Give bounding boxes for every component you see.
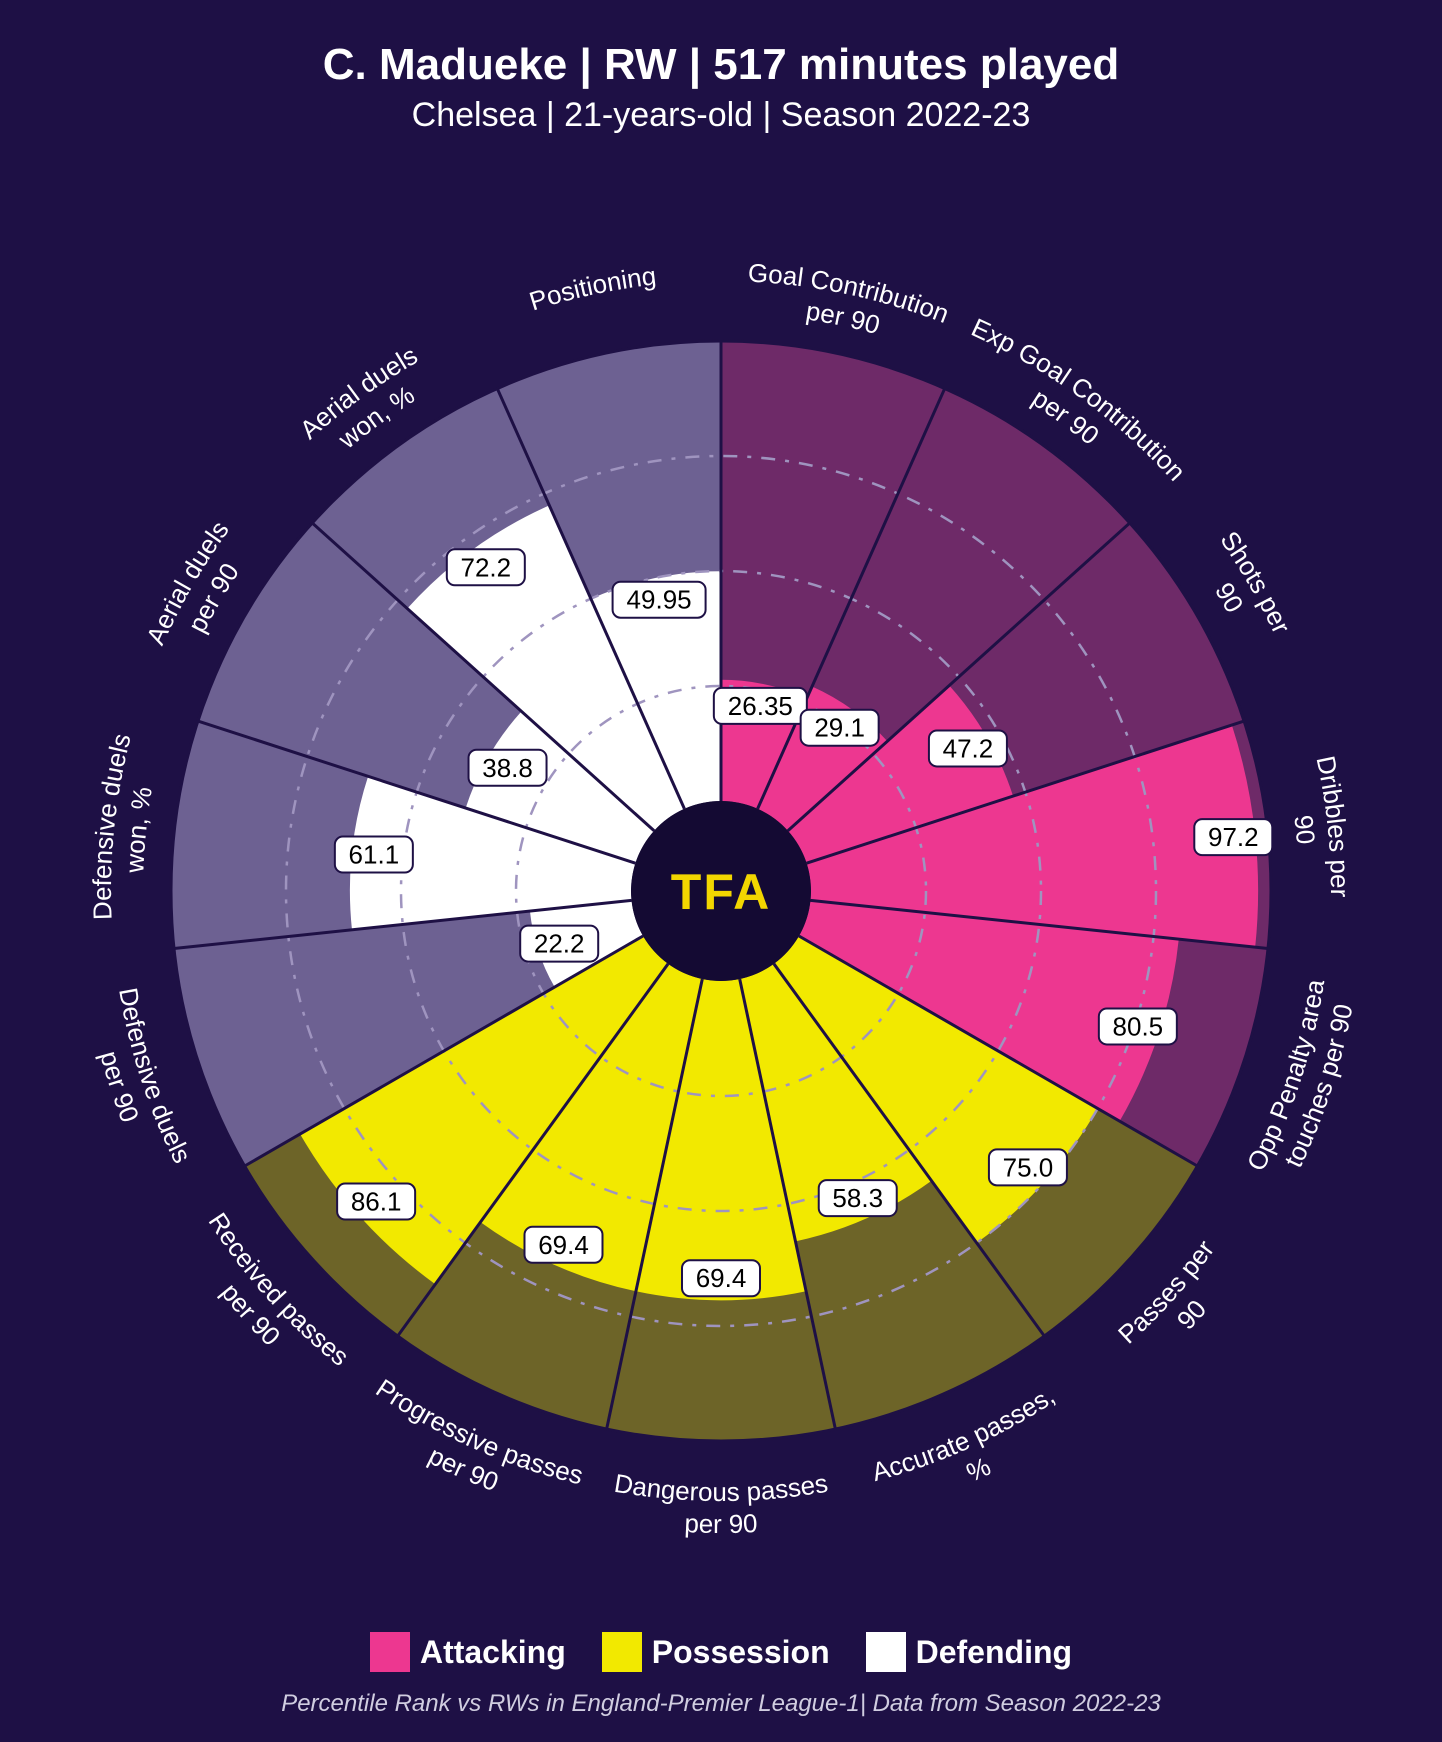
legend: Attacking Possession Defending [0, 1632, 1442, 1672]
value-label: 47.2 [943, 733, 994, 763]
legend-item: Defending [866, 1632, 1072, 1672]
legend-label: Possession [652, 1634, 830, 1671]
value-label: 75.0 [1003, 1152, 1054, 1182]
slice-label: Dangerous passes [612, 1468, 830, 1507]
slice-label: 90 [1288, 813, 1321, 845]
legend-label: Defending [916, 1634, 1072, 1671]
titles: C. Madueke | RW | 517 minutes played Che… [0, 40, 1442, 135]
legend-label: Attacking [420, 1634, 566, 1671]
footnote: Percentile Rank vs RWs in England-Premie… [0, 1690, 1442, 1718]
legend-item: Attacking [370, 1632, 566, 1672]
value-label: 22.2 [534, 929, 585, 959]
legend-swatch [370, 1632, 410, 1672]
value-label: 72.2 [461, 552, 512, 582]
center-logo-text: TFA [671, 864, 771, 920]
value-label: 80.5 [1113, 1011, 1164, 1041]
value-label: 38.8 [482, 753, 533, 783]
chart-title: C. Madueke | RW | 517 minutes played [0, 40, 1442, 90]
legend-swatch [866, 1632, 906, 1672]
chart-subtitle: Chelsea | 21-years-old | Season 2022-23 [0, 96, 1442, 135]
legend-swatch [602, 1632, 642, 1672]
value-label: 86.1 [351, 1187, 402, 1217]
value-label: 58.3 [832, 1183, 883, 1213]
value-label: 97.2 [1208, 822, 1259, 852]
slice-label: % [962, 1451, 995, 1488]
value-label: 69.4 [538, 1230, 589, 1260]
value-label: 69.4 [696, 1263, 747, 1293]
value-label: 26.35 [728, 691, 793, 721]
slice-label: per 90 [684, 1508, 758, 1539]
polar-chart: Goal Contributionper 90Exp Goal Contribu… [0, 170, 1442, 1612]
slice-label: Positioning [526, 260, 658, 316]
legend-item: Possession [602, 1632, 830, 1672]
slice-label: won, % [119, 785, 158, 875]
value-label: 49.95 [627, 585, 692, 615]
slice-label: Shots per [1214, 526, 1296, 639]
value-label: 61.1 [349, 840, 400, 870]
value-label: 29.1 [814, 713, 865, 743]
